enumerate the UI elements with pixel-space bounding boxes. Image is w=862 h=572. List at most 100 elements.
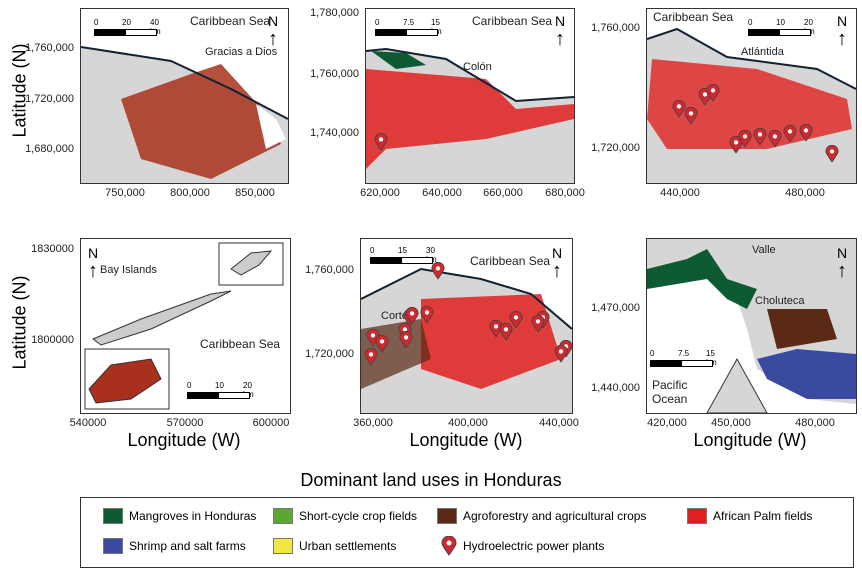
scale-tick-label: 10	[776, 18, 785, 27]
y-axis-label-bottom: Latitude (N)	[9, 275, 30, 370]
north-arrow: N ↑	[835, 246, 849, 282]
x-tick-label: 480,000	[795, 417, 835, 429]
hydroelectric-pin-icon	[554, 344, 568, 363]
north-label: N	[836, 245, 848, 261]
scale-bar-black	[370, 257, 402, 264]
region-label: Bay Islands	[100, 264, 157, 276]
map-panel-6	[646, 238, 857, 414]
scale-bar-white	[406, 29, 438, 36]
y-tick-label: 1,720,000	[25, 93, 74, 105]
scale-tick-label: 7.5	[678, 349, 690, 358]
legend-item-hydro: Hydroelectric power plants	[441, 536, 604, 556]
region-label: Choluteca	[755, 295, 805, 307]
scale-tick-label: 0	[187, 381, 192, 390]
legend: Mangroves in Honduras Short-cycle crop f…	[80, 497, 854, 568]
map-raster	[647, 249, 856, 413]
sea-label: Caribbean Sea	[653, 10, 734, 24]
scale-tick-label: 0	[94, 18, 99, 27]
scale-bar-black	[650, 360, 682, 367]
hydroelectric-pin-icon	[753, 127, 767, 146]
north-arrow-icon: ↑	[555, 28, 565, 50]
x-tick-label: 660,000	[483, 187, 523, 199]
x-tick-label: 480,000	[785, 187, 825, 199]
map-pin-icon	[441, 536, 457, 556]
sea-label: Caribbean Sea	[200, 337, 281, 351]
hydroelectric-pin-icon	[825, 144, 839, 163]
north-label: N	[554, 13, 566, 29]
scale-bar-black	[94, 29, 126, 36]
north-arrow: N ↑	[553, 14, 567, 50]
hydroelectric-pin-icon	[799, 123, 813, 142]
scale-bar-white	[401, 257, 433, 264]
legend-label: Hydroelectric power plants	[463, 539, 605, 553]
hydroelectric-pin-icon	[399, 330, 413, 349]
scale-bar-black	[748, 29, 780, 36]
region-label: Atlántida	[741, 46, 784, 58]
y-tick-label: 1,760,000	[25, 42, 74, 54]
hydroelectric-pin-icon	[420, 305, 434, 324]
map-raster	[81, 239, 290, 413]
y-tick-label: 1,720,000	[305, 348, 354, 360]
hydroelectric-pin-icon	[768, 129, 782, 148]
y-tick-label: 1,780,000	[310, 7, 359, 19]
legend-swatch	[103, 508, 123, 524]
y-tick-label: 1,720,000	[591, 142, 640, 154]
x-tick-label: 850,000	[235, 187, 275, 199]
legend-item-shrimp: Shrimp and salt farms	[103, 538, 246, 554]
hydroelectric-pin-icon	[729, 135, 743, 154]
x-tick-label: 680,000	[545, 187, 585, 199]
scale-bar-white	[218, 392, 250, 399]
north-arrow-icon: ↑	[268, 28, 278, 50]
y-tick-label: 1,740,000	[310, 127, 359, 139]
north-label: N	[551, 245, 563, 261]
scale-bar: 07.515 km	[650, 349, 720, 369]
hydroelectric-pin-icon	[499, 322, 513, 341]
region-label: Gracias a Dios	[205, 46, 278, 58]
north-label: N	[836, 13, 848, 29]
y-tick-label: 1830000	[31, 243, 74, 255]
sea-label: Caribbean Sea	[470, 254, 551, 268]
scale-tick-label: 0	[650, 349, 655, 358]
scale-bar-black	[187, 392, 219, 399]
sea-label: Pacific Ocean	[652, 378, 688, 406]
y-tick-label: 1800000	[31, 334, 74, 346]
map-panel-5	[360, 238, 573, 414]
y-tick-label: 1,760,000	[591, 22, 640, 34]
scale-bar-black	[375, 29, 407, 36]
map-raster	[81, 9, 288, 179]
x-tick-label: 540000	[69, 417, 107, 429]
scale-tick-label: 0	[375, 18, 380, 27]
sea-label: Caribbean Sea	[472, 14, 553, 28]
hydroelectric-pin-icon	[405, 306, 419, 325]
north-arrow: N ↑	[86, 246, 100, 282]
north-arrow-icon: ↑	[88, 260, 98, 282]
scale-tick-label: 0	[370, 246, 375, 255]
north-arrow-icon: ↑	[837, 260, 847, 282]
north-label: N	[267, 13, 279, 29]
sea-label: Caribbean Sea	[190, 14, 271, 28]
legend-swatch	[687, 508, 707, 524]
legend-label: African Palm fields	[713, 509, 813, 523]
x-tick-label: 440,000	[660, 187, 700, 199]
legend-label: Mangroves in Honduras	[129, 509, 257, 523]
legend-swatch	[273, 508, 293, 524]
legend-label: Agroforestry and agricultural crops	[463, 509, 647, 523]
legend-item-palm: African Palm fields	[687, 508, 812, 524]
region-label-secondary: Valle	[752, 244, 776, 256]
y-tick-label: 1,440,000	[591, 382, 640, 394]
hydroelectric-pin-icon	[783, 124, 797, 143]
x-tick-label: 420,000	[647, 417, 687, 429]
scale-bar-white	[681, 360, 713, 367]
hydroelectric-pin-icon	[531, 314, 545, 333]
x-tick-label: 450,000	[711, 417, 751, 429]
scale-tick-label: 20	[122, 18, 131, 27]
x-tick-label: 570000	[166, 417, 204, 429]
north-arrow: N ↑	[550, 246, 564, 282]
scale-bar: 07.515 km	[375, 18, 445, 38]
scale-tick-label: 7.5	[403, 18, 415, 27]
x-tick-label: 620,000	[360, 187, 400, 199]
y-tick-label: 1,760,000	[310, 68, 359, 80]
north-arrow-icon: ↑	[837, 28, 847, 50]
